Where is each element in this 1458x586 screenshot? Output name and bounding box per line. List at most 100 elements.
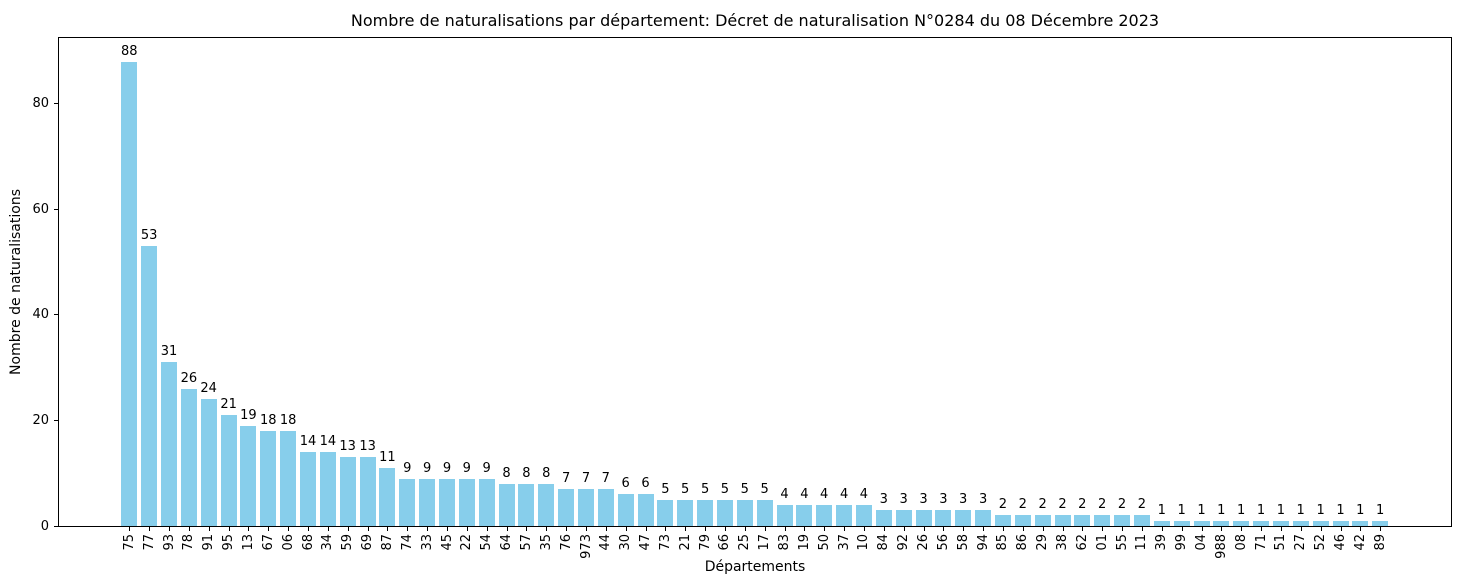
- x-tick-label-text: 71: [1253, 534, 1269, 551]
- bar: [816, 504, 833, 526]
- bar: [558, 489, 575, 526]
- bar-value-label: 1: [1157, 502, 1166, 518]
- y-tick-mark: [54, 103, 58, 104]
- x-tick-label-text: 34: [320, 534, 336, 551]
- x-tick-label-text: 73: [657, 534, 673, 551]
- bar: [736, 499, 753, 526]
- x-tick-label: 973: [577, 534, 595, 559]
- x-tick-mark: [1022, 527, 1024, 531]
- x-tick-label-text: 22: [459, 534, 475, 551]
- x-tick-label: 78: [180, 534, 198, 551]
- x-tick-label: 68: [299, 534, 317, 551]
- bar: [220, 415, 237, 526]
- x-tick-label-text: 87: [379, 534, 395, 551]
- x-tick-label: 66: [716, 534, 734, 551]
- bar: [597, 489, 614, 526]
- x-tick-mark: [1360, 527, 1362, 531]
- x-tick-mark: [883, 527, 885, 531]
- x-tick-label: 45: [438, 534, 456, 551]
- bar-value-label: 24: [200, 381, 217, 397]
- bar: [895, 510, 912, 526]
- bar: [141, 246, 158, 526]
- x-tick-mark: [288, 527, 290, 531]
- bar-value-label: 7: [561, 471, 571, 487]
- x-tick-mark: [1002, 527, 1004, 531]
- bar-value-label: 1: [1376, 502, 1385, 518]
- x-tick-label: 46: [1332, 534, 1350, 551]
- x-tick-label: 79: [696, 534, 714, 551]
- x-tick-mark: [149, 527, 151, 531]
- bar-value-label: 9: [462, 460, 471, 476]
- x-tick-label: 87: [378, 534, 396, 551]
- x-tick-label-text: 988: [1213, 534, 1229, 559]
- x-tick-label-text: 06: [280, 534, 296, 551]
- x-tick-label-text: 51: [1273, 534, 1289, 551]
- x-tick-label-text: 85: [995, 534, 1011, 551]
- bar: [836, 504, 853, 526]
- bar: [855, 504, 872, 526]
- y-axis-ticks: 0 20 40 60 80: [32, 38, 1451, 534]
- bar: [716, 499, 733, 526]
- x-tick-label: 54: [478, 534, 496, 551]
- bar-value-label: 4: [800, 486, 809, 502]
- x-tick-label-text: 64: [499, 534, 514, 551]
- x-tick-mark: [387, 527, 389, 531]
- x-tick-mark: [506, 527, 508, 531]
- bar-value-label: 5: [720, 481, 730, 497]
- bar: [399, 478, 416, 526]
- bar-value-label: 3: [919, 492, 928, 508]
- x-tick-mark: [784, 527, 786, 531]
- x-tick-label-text: 35: [538, 534, 554, 551]
- bar-value-label: 7: [601, 471, 610, 487]
- x-tick-label-text: 66: [717, 534, 733, 551]
- x-tick-label: 21: [676, 534, 694, 551]
- x-tick-label: 38: [1054, 534, 1072, 551]
- x-tick-label: 988: [1212, 534, 1230, 559]
- y-tick-mark: [54, 209, 58, 210]
- bar-value-label: 1: [1356, 502, 1365, 518]
- bar-value-label: 13: [359, 439, 376, 455]
- x-tick-mark: [486, 527, 488, 531]
- bar: [756, 499, 773, 526]
- bar-value-label: 2: [1137, 497, 1147, 513]
- x-tick-mark: [943, 527, 945, 531]
- x-tick-mark: [705, 527, 707, 531]
- y-tick-label: 20: [32, 412, 49, 428]
- x-tick-label-text: 57: [518, 534, 534, 551]
- bar-value-label: 19: [240, 407, 257, 423]
- x-tick-label: 86: [1014, 534, 1032, 551]
- x-tick-label: 34: [319, 534, 337, 551]
- bar: [796, 504, 813, 526]
- y-tick-mark: [54, 526, 58, 527]
- x-tick-label: 71: [1252, 534, 1270, 551]
- bar-value-label: 2: [1117, 497, 1127, 513]
- bar: [935, 510, 952, 526]
- x-tick-label-text: 33: [419, 534, 435, 551]
- x-tick-mark: [268, 527, 270, 531]
- x-tick-label: 47: [637, 534, 655, 551]
- bar-value-label: 3: [959, 492, 968, 508]
- bar: [1292, 520, 1309, 526]
- bar-value-label: 31: [160, 344, 178, 360]
- bar-value-label: 1: [1237, 502, 1246, 518]
- bar: [1114, 515, 1130, 526]
- x-tick-label: 58: [954, 534, 972, 551]
- x-tick-mark: [367, 527, 369, 531]
- x-tick-label-text: 38: [1055, 534, 1070, 551]
- x-tick-label-text: 52: [1313, 534, 1329, 551]
- y-tick-label: 40: [32, 307, 49, 323]
- bar: [1074, 515, 1091, 526]
- y-axis-label-text: Nombre de naturalisations: [8, 189, 24, 375]
- bar: [359, 457, 376, 526]
- bar: [1233, 520, 1250, 526]
- chart-title: Nombre de naturalisations par départemen…: [350, 11, 1160, 30]
- bar-value-label: 2: [1098, 497, 1107, 513]
- x-tick-mark: [744, 527, 746, 531]
- bar-value-label: 9: [403, 460, 412, 476]
- bar: [1014, 515, 1031, 526]
- x-axis-label: Départements: [704, 559, 806, 575]
- bar: [1352, 520, 1369, 526]
- bar: [875, 510, 892, 526]
- x-tick-label: 95: [220, 534, 238, 551]
